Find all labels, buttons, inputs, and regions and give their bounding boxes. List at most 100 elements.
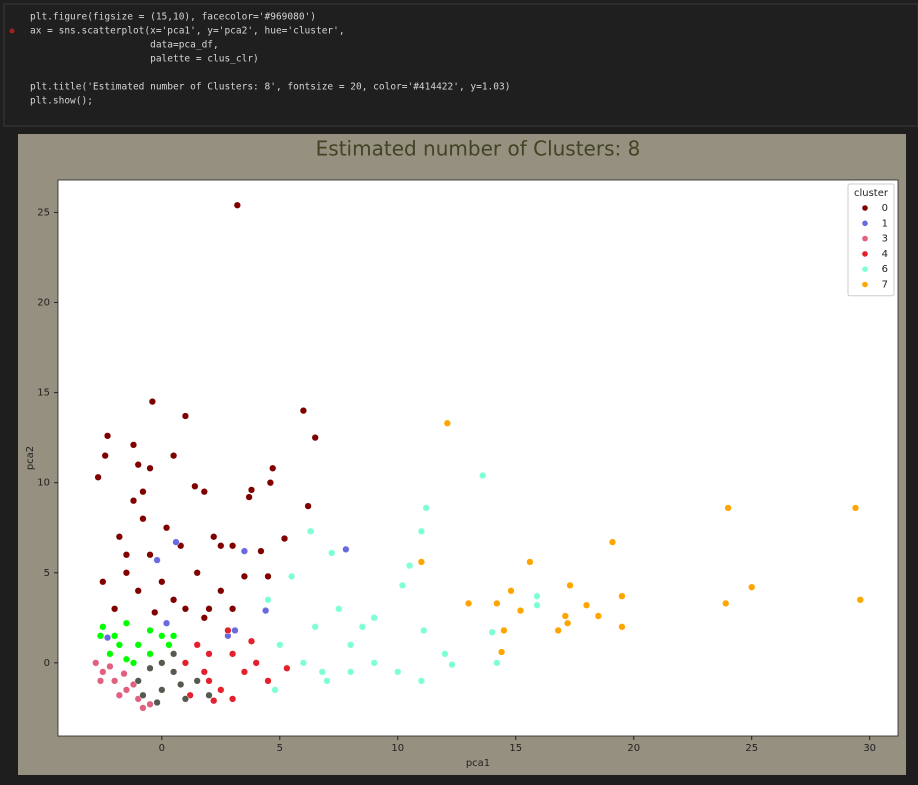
point bbox=[139, 515, 147, 523]
point bbox=[618, 592, 626, 600]
point bbox=[115, 691, 123, 699]
point bbox=[417, 677, 426, 685]
point bbox=[311, 623, 319, 631]
point bbox=[240, 668, 249, 676]
point bbox=[448, 661, 456, 669]
point bbox=[566, 581, 574, 590]
x-tick-label: 15 bbox=[509, 743, 522, 754]
x-tick-label: 0 bbox=[159, 743, 165, 754]
point bbox=[264, 677, 272, 685]
y-tick-label: 15 bbox=[37, 388, 50, 399]
legend-label: 3 bbox=[882, 234, 888, 245]
point bbox=[134, 587, 142, 595]
code-line: plt.show(); bbox=[30, 96, 93, 107]
point bbox=[200, 668, 208, 676]
point bbox=[146, 551, 154, 559]
point bbox=[479, 471, 487, 480]
x-axis-label: pca1 bbox=[466, 758, 490, 769]
point bbox=[158, 578, 166, 586]
x-tick-label: 10 bbox=[391, 743, 404, 754]
point bbox=[851, 504, 860, 512]
x-tick-label: 5 bbox=[277, 743, 283, 754]
point bbox=[129, 441, 138, 449]
point bbox=[618, 623, 626, 631]
point bbox=[266, 479, 275, 487]
point bbox=[115, 641, 123, 649]
legend-marker bbox=[862, 205, 868, 211]
point bbox=[276, 641, 284, 649]
x-tick-label: 25 bbox=[745, 743, 758, 754]
y-axis-label: pca2 bbox=[25, 446, 36, 470]
point bbox=[283, 664, 291, 672]
point bbox=[172, 538, 180, 546]
point bbox=[231, 626, 239, 635]
point bbox=[162, 524, 171, 532]
point bbox=[533, 592, 541, 600]
code-line: plt.title('Estimated number of Clusters:… bbox=[30, 82, 510, 93]
legend-label: 1 bbox=[882, 218, 888, 229]
point bbox=[228, 695, 237, 703]
point bbox=[129, 497, 138, 505]
y-tick-label: 25 bbox=[37, 207, 50, 218]
y-tick-label: 5 bbox=[44, 568, 50, 579]
point bbox=[335, 605, 343, 613]
point bbox=[311, 433, 319, 442]
point bbox=[193, 641, 201, 649]
code-line: ax = sns.scatterplot(x='pca1', y='pca2',… bbox=[30, 26, 345, 37]
legend-marker bbox=[862, 251, 868, 257]
point bbox=[169, 668, 178, 676]
point bbox=[169, 632, 178, 640]
point bbox=[110, 632, 119, 640]
point bbox=[328, 549, 336, 557]
point bbox=[146, 650, 154, 658]
point bbox=[280, 534, 289, 543]
point bbox=[146, 464, 154, 472]
point bbox=[169, 596, 178, 604]
point bbox=[200, 614, 208, 622]
point bbox=[129, 659, 138, 667]
code-line: palette = clus_clr) bbox=[30, 54, 259, 65]
x-tick-label: 20 bbox=[627, 743, 640, 754]
point bbox=[148, 397, 157, 406]
point bbox=[169, 452, 178, 460]
legend-box bbox=[847, 183, 895, 297]
point bbox=[210, 697, 218, 705]
point bbox=[405, 561, 414, 570]
point bbox=[191, 482, 199, 490]
point bbox=[146, 700, 154, 708]
point bbox=[181, 605, 190, 613]
point bbox=[158, 686, 166, 694]
point bbox=[106, 650, 114, 658]
point bbox=[139, 704, 147, 712]
point bbox=[169, 650, 178, 658]
point bbox=[158, 659, 166, 667]
point bbox=[252, 659, 260, 667]
point bbox=[110, 605, 119, 613]
point bbox=[153, 698, 161, 707]
code-line: plt.figure(figsize = (15,10), facecolor=… bbox=[30, 12, 316, 23]
breakpoint[interactable] bbox=[9, 28, 15, 34]
point bbox=[722, 599, 730, 608]
chart-title: Estimated number of Clusters: 8 bbox=[316, 137, 641, 161]
point bbox=[228, 605, 237, 613]
point bbox=[146, 664, 154, 672]
point bbox=[103, 633, 112, 642]
code-cell bbox=[0, 0, 918, 127]
point bbox=[370, 614, 378, 622]
point bbox=[181, 659, 190, 667]
point bbox=[139, 691, 147, 699]
point bbox=[464, 599, 473, 608]
y-tick-label: 0 bbox=[44, 658, 50, 669]
plot-area bbox=[57, 179, 899, 737]
point bbox=[120, 670, 128, 678]
point bbox=[299, 406, 308, 415]
point bbox=[493, 659, 501, 667]
point bbox=[533, 601, 541, 609]
point bbox=[261, 606, 270, 615]
point bbox=[205, 677, 213, 685]
point bbox=[92, 659, 100, 667]
cell-border bbox=[3, 3, 918, 127]
point bbox=[488, 628, 496, 636]
point bbox=[287, 572, 296, 581]
